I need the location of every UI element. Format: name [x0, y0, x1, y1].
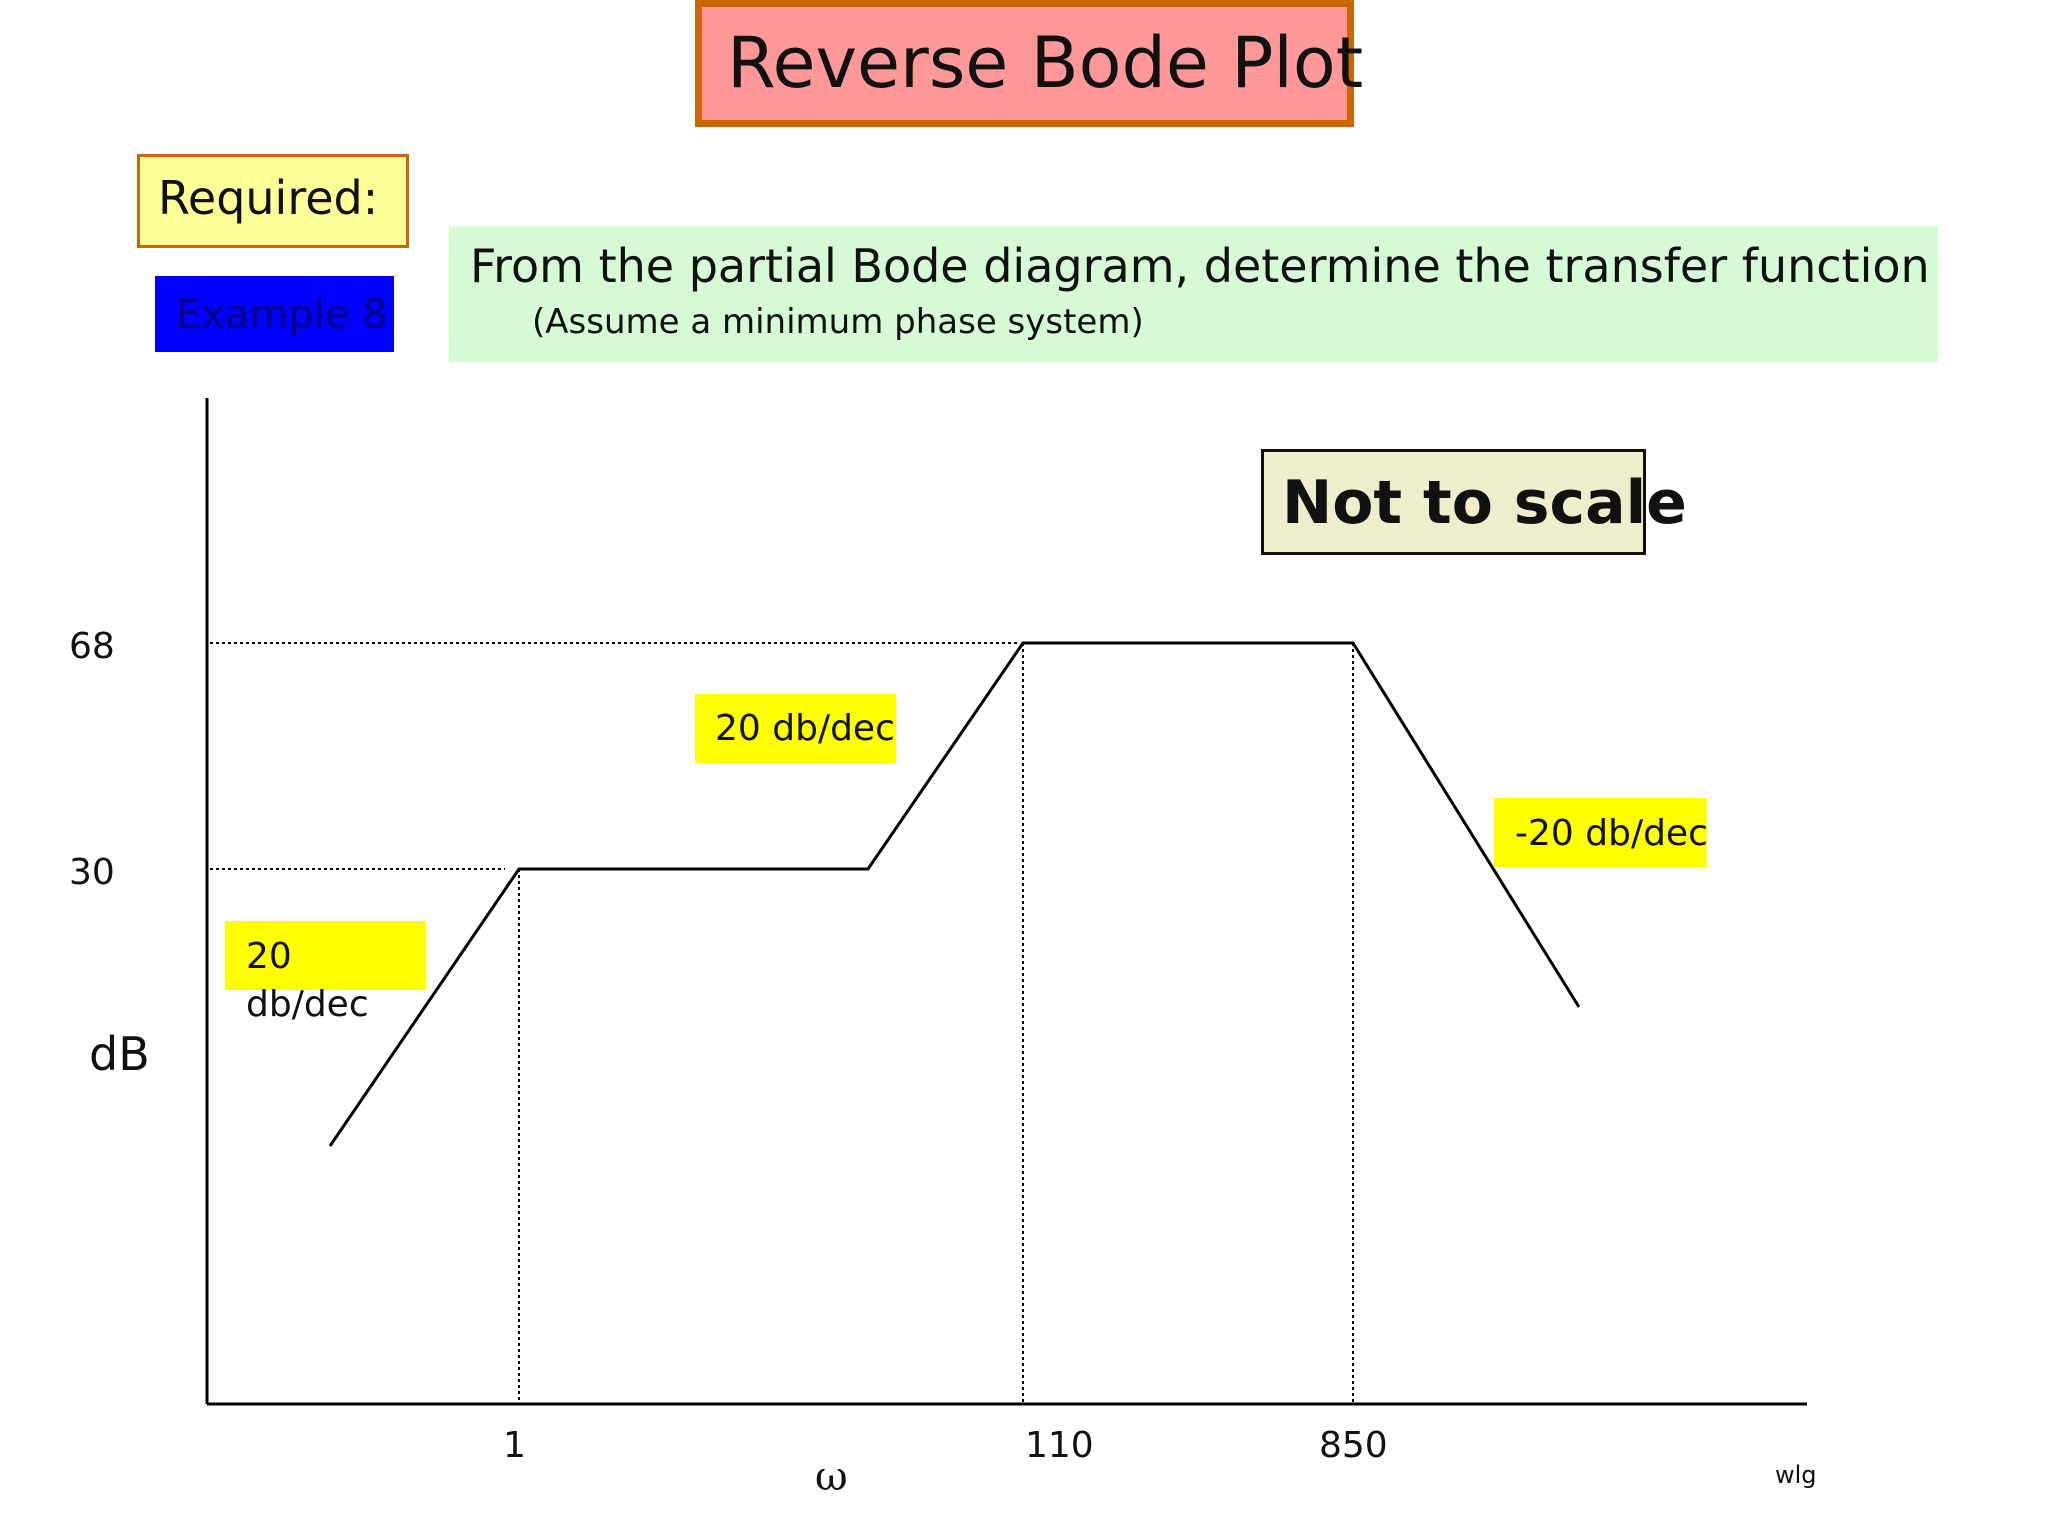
x-axis-label: ω — [815, 1454, 848, 1500]
example-badge — [155, 276, 394, 352]
y-axis-label: dB — [89, 1027, 150, 1081]
slope-label-final: -20 db/dec — [1515, 813, 1708, 854]
x-scale-note: wlg — [1775, 1461, 1817, 1489]
x-tick-label: 850 — [1319, 1425, 1388, 1466]
magnitude-curve — [328, 641, 1581, 1147]
slope-label-initial-unit: db/dec — [246, 984, 369, 1025]
x-tick-label: 1 — [503, 1425, 526, 1466]
slope-highlight — [695, 694, 896, 763]
note-box — [1261, 449, 1646, 555]
page-title: Reverse Bode Plot — [727, 22, 1364, 104]
prompt-box — [449, 226, 1938, 362]
slope-highlight — [225, 921, 426, 990]
slope-label-middle: 20 db/dec — [715, 708, 895, 749]
required-box — [137, 154, 409, 248]
y-tick-label: 30 — [69, 852, 115, 893]
prompt-line-1: From the partial Bode diagram, determine… — [470, 239, 1930, 293]
x-tick-label: 110 — [1025, 1425, 1094, 1466]
slope-highlight — [1494, 798, 1707, 867]
required-label: Required: — [158, 171, 379, 225]
y-tick-label: 68 — [69, 626, 115, 667]
example-label: Example 8 — [176, 292, 388, 338]
not-to-scale-note: Not to scale — [1282, 468, 1687, 538]
slope-label-initial-value: 20 — [246, 936, 292, 977]
title-box — [695, 0, 1354, 127]
prompt-line-2: (Assume a minimum phase system) — [532, 302, 1144, 342]
